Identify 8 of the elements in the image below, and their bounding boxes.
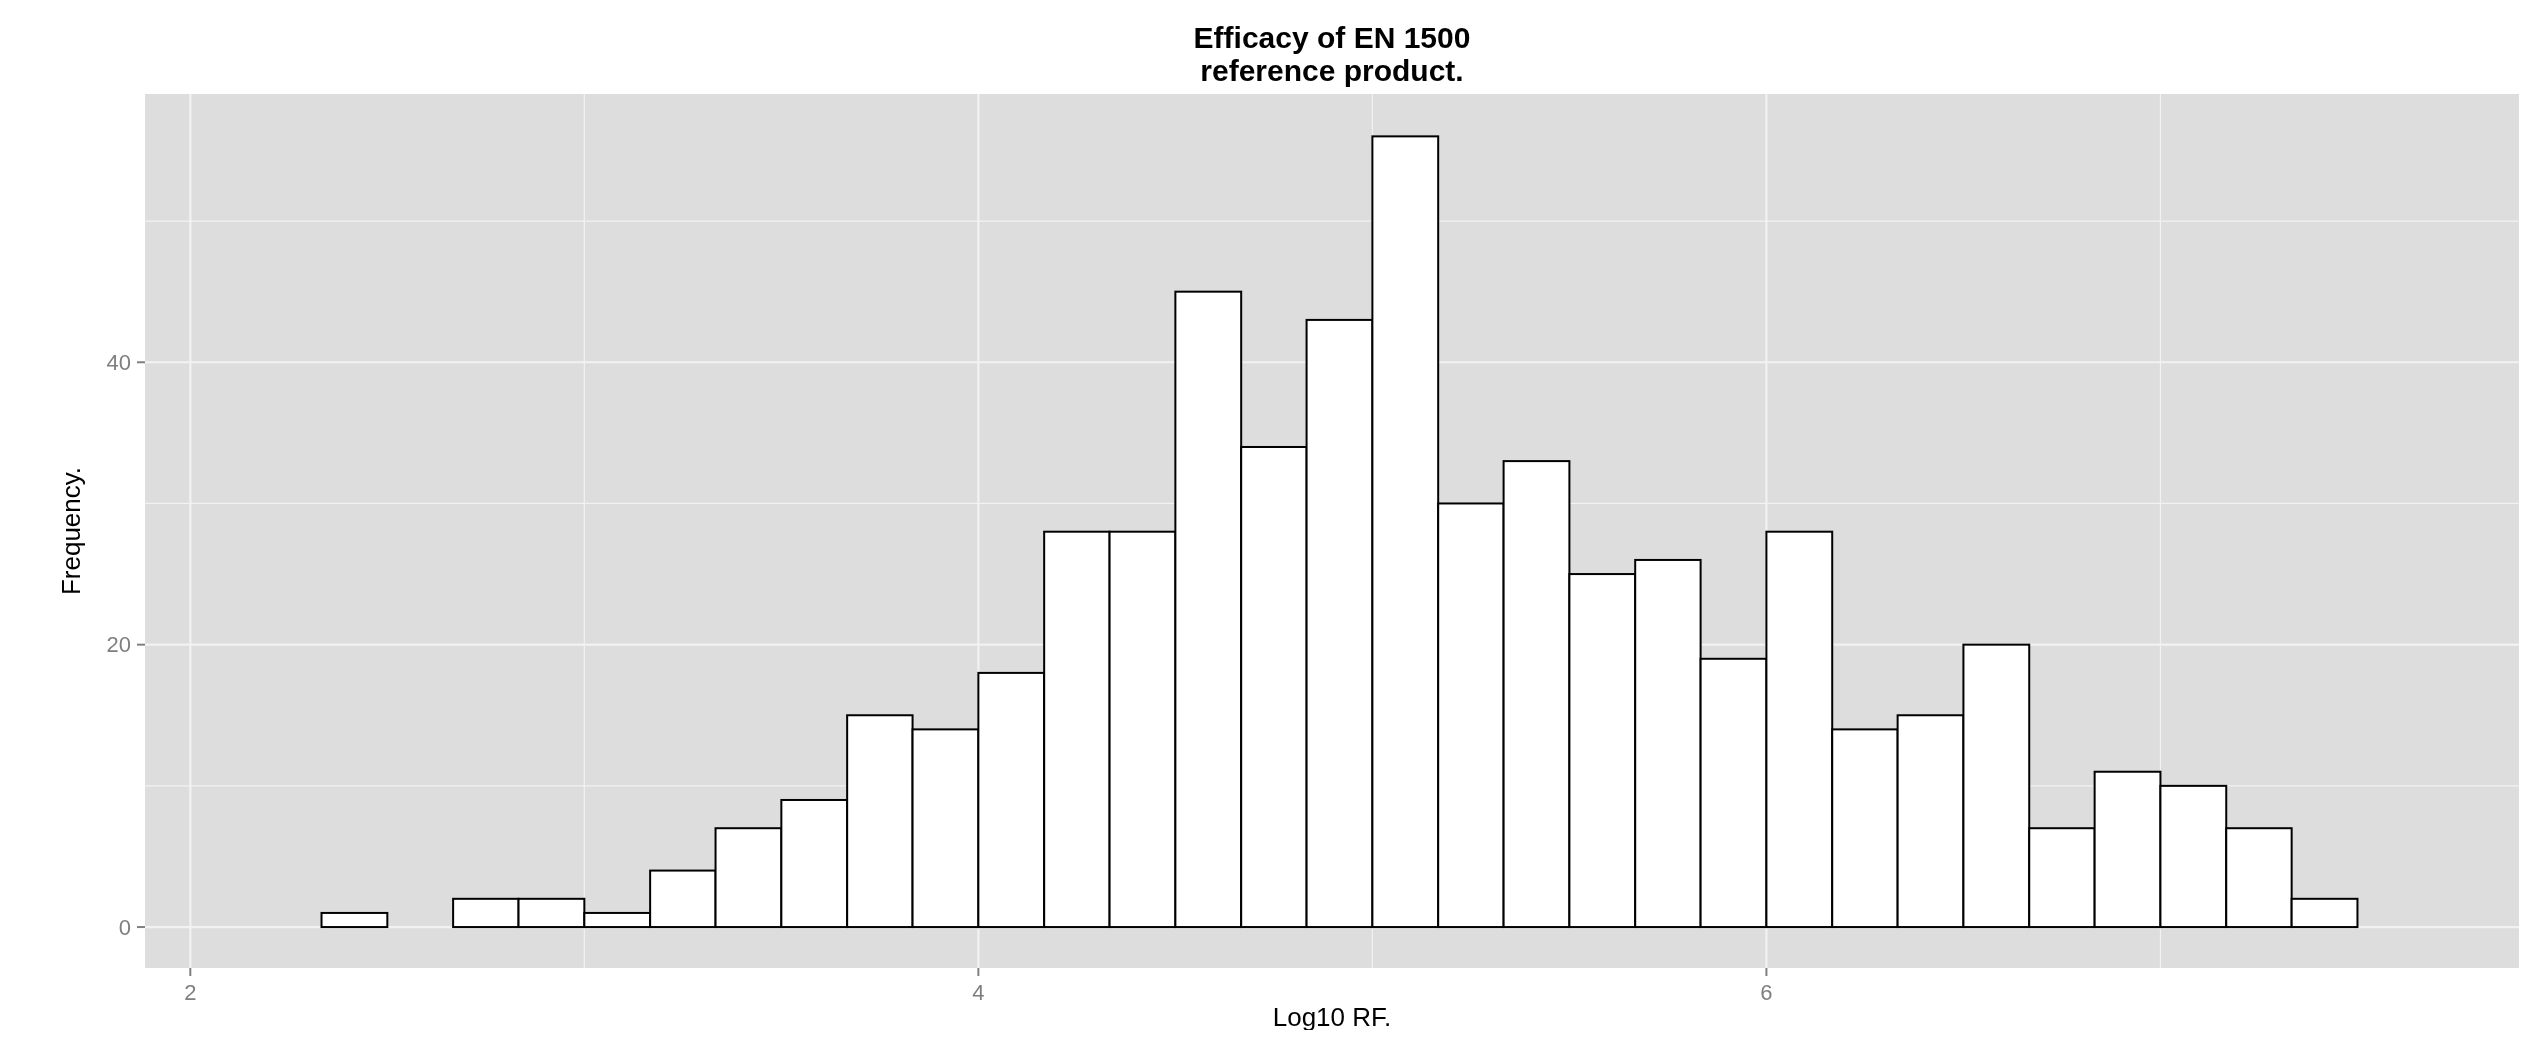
x-tick-label: 4 [972, 980, 985, 1005]
chart-title: Efficacy of EN 1500 reference product. [1193, 21, 1471, 87]
x-tick-label: 2 [184, 980, 197, 1005]
y-axis-title: Frequency. [56, 466, 86, 596]
y-tick-label: 0 [118, 914, 131, 940]
y-tick-label: 40 [106, 349, 131, 375]
x-tick-label: 6 [1760, 980, 1773, 1005]
y-tick-label: 20 [106, 632, 131, 658]
